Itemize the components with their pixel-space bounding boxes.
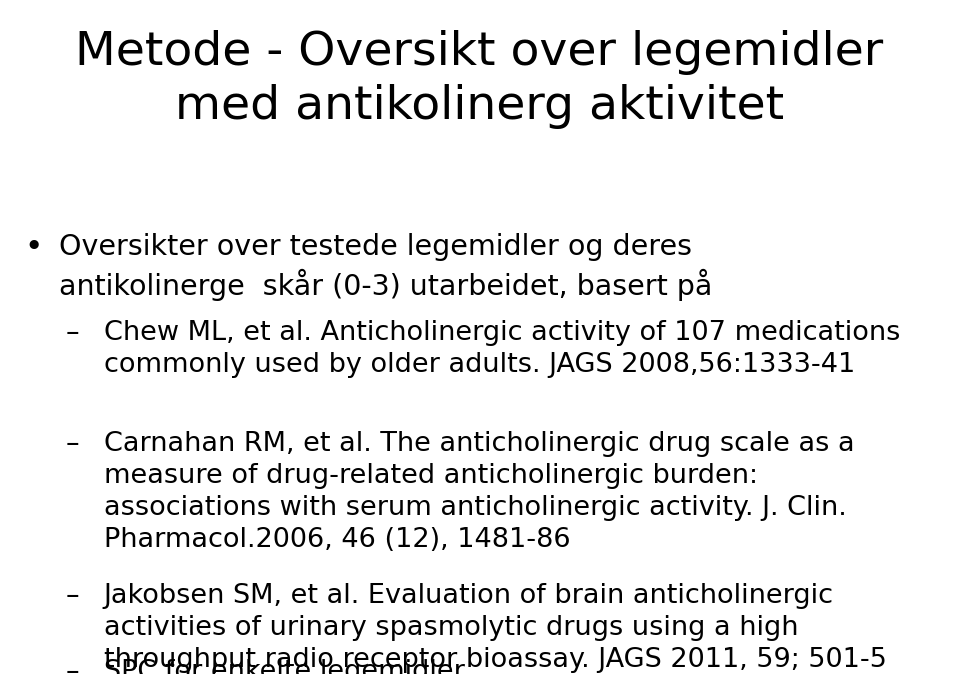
- Text: •: •: [24, 233, 42, 262]
- Text: –: –: [65, 431, 79, 458]
- Text: –: –: [65, 320, 79, 346]
- Text: –: –: [65, 659, 79, 674]
- Text: –: –: [65, 583, 79, 609]
- Text: Oversikter over testede legemidler og deres
antikolinerge  skår (0-3) utarbeidet: Oversikter over testede legemidler og de…: [59, 233, 713, 301]
- Text: Carnahan RM, et al. The anticholinergic drug scale as a
measure of drug-related : Carnahan RM, et al. The anticholinergic …: [104, 431, 854, 553]
- Text: SPC for enkelte legemidler: SPC for enkelte legemidler: [104, 659, 464, 674]
- Text: Metode - Oversikt over legemidler
med antikolinerg aktivitet: Metode - Oversikt over legemidler med an…: [76, 30, 883, 129]
- Text: Jakobsen SM, et al. Evaluation of brain anticholinergic
activities of urinary sp: Jakobsen SM, et al. Evaluation of brain …: [104, 583, 886, 673]
- Text: Chew ML, et al. Anticholinergic activity of 107 medications
commonly used by old: Chew ML, et al. Anticholinergic activity…: [104, 320, 900, 378]
